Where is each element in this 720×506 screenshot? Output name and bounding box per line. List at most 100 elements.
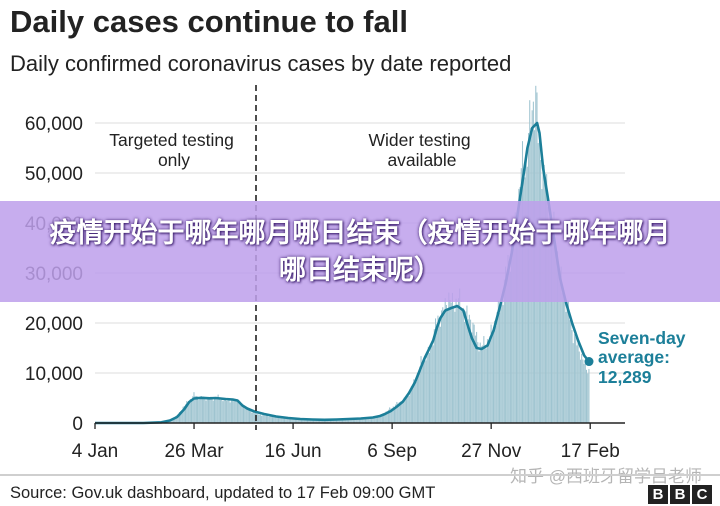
daily-case-bar <box>338 419 340 423</box>
daily-case-bar <box>396 401 398 423</box>
daily-case-bar <box>227 400 229 423</box>
daily-case-bar <box>334 419 336 423</box>
daily-case-bar <box>391 408 393 423</box>
daily-case-bar <box>548 229 550 423</box>
daily-case-bar <box>497 301 499 423</box>
daily-case-bar <box>305 419 307 423</box>
daily-case-bar <box>560 266 562 423</box>
daily-case-bar <box>444 298 446 423</box>
daily-case-bar <box>220 399 222 423</box>
daily-case-bar <box>505 266 507 423</box>
daily-case-bar <box>466 305 468 423</box>
daily-case-bar <box>191 399 193 423</box>
daily-case-bar <box>326 419 328 423</box>
daily-case-bar <box>425 360 427 423</box>
daily-case-bar <box>287 417 289 423</box>
daily-case-bar <box>451 292 453 423</box>
seven-day-average-text: Seven-day average: 12,289 <box>598 328 690 387</box>
daily-case-bar <box>265 415 267 423</box>
daily-case-bar <box>575 336 577 423</box>
daily-case-bar <box>395 404 397 423</box>
daily-case-bar <box>473 324 475 423</box>
daily-case-bar <box>565 311 567 423</box>
daily-case-bar <box>519 186 521 423</box>
daily-case-bar <box>356 418 358 423</box>
daily-case-bar <box>216 397 218 423</box>
daily-case-bar <box>252 412 254 423</box>
daily-case-bar <box>389 407 391 423</box>
daily-case-bar <box>404 398 406 423</box>
seven-day-average-line <box>95 121 591 425</box>
daily-case-bar <box>270 416 272 423</box>
daily-case-bar <box>235 399 237 423</box>
daily-case-bar <box>242 405 245 423</box>
daily-case-bar <box>367 417 369 423</box>
daily-case-bar <box>233 401 235 423</box>
daily-case-bar <box>453 308 455 423</box>
daily-case-bar <box>281 417 283 423</box>
daily-case-bar <box>223 400 225 423</box>
daily-case-bar <box>274 416 276 423</box>
daily-case-bar <box>549 208 551 423</box>
daily-case-bar <box>229 402 231 423</box>
daily-case-bar <box>508 260 510 423</box>
y-tick-label: 50,000 <box>25 164 83 185</box>
daily-case-bar <box>206 397 208 423</box>
daily-case-bar <box>249 408 251 423</box>
daily-case-bar <box>490 324 492 423</box>
daily-case-bar <box>263 414 265 423</box>
daily-case-bar <box>507 255 509 423</box>
daily-case-bar <box>480 346 482 423</box>
daily-case-bar <box>277 417 280 423</box>
daily-case-bar <box>345 419 347 423</box>
daily-case-bar <box>251 412 253 423</box>
daily-case-bar <box>315 419 317 423</box>
daily-case-bar <box>183 405 185 423</box>
daily-case-bar <box>343 419 345 423</box>
daily-case-bar <box>308 419 310 423</box>
daily-case-bar <box>579 359 581 423</box>
daily-case-bar <box>337 419 339 423</box>
daily-case-bar <box>486 339 488 423</box>
daily-case-bar <box>302 418 304 423</box>
daily-case-bar <box>213 397 216 423</box>
daily-case-bar <box>192 396 194 423</box>
daily-case-bar <box>221 398 223 423</box>
daily-case-bar <box>406 395 408 423</box>
daily-case-bar <box>500 303 502 423</box>
daily-case-bar <box>459 288 461 423</box>
x-axis-ticks: 4 Jan 26 Mar 16 Jun 6 Sep 27 Nov 17 Feb <box>72 423 620 462</box>
daily-case-bar <box>409 388 411 423</box>
daily-case-bar <box>576 345 578 423</box>
daily-case-bar <box>355 418 357 423</box>
daily-case-bar <box>449 299 451 423</box>
daily-case-bar <box>436 324 438 423</box>
daily-case-bar <box>234 399 236 423</box>
daily-case-bar <box>294 418 296 423</box>
daily-case-bar <box>197 396 199 423</box>
daily-case-bar <box>212 400 214 423</box>
daily-case-bar <box>488 342 490 423</box>
daily-case-bar <box>344 419 346 423</box>
daily-case-bar <box>211 398 213 423</box>
daily-case-bar <box>571 330 573 423</box>
daily-case-bar <box>350 418 352 423</box>
daily-case-bar <box>309 419 311 423</box>
daily-case-bar <box>472 322 474 423</box>
daily-case-bar <box>271 416 274 423</box>
daily-case-bar <box>370 417 373 423</box>
daily-case-bar <box>286 417 288 423</box>
daily-case-bar <box>380 415 382 423</box>
daily-case-bar <box>224 397 226 423</box>
daily-case-bar <box>230 400 232 423</box>
chart-title: Daily cases continue to fall <box>10 4 408 39</box>
daily-case-bar <box>201 398 203 423</box>
daily-case-bar <box>556 251 559 423</box>
daily-case-bar <box>335 419 338 423</box>
daily-case-bar <box>218 398 220 423</box>
daily-case-bar <box>375 416 377 423</box>
daily-case-bar <box>457 298 460 423</box>
daily-case-bar <box>321 419 323 423</box>
daily-case-bar <box>582 359 584 423</box>
annotation-wider-testing: Wider testing available <box>369 130 471 170</box>
